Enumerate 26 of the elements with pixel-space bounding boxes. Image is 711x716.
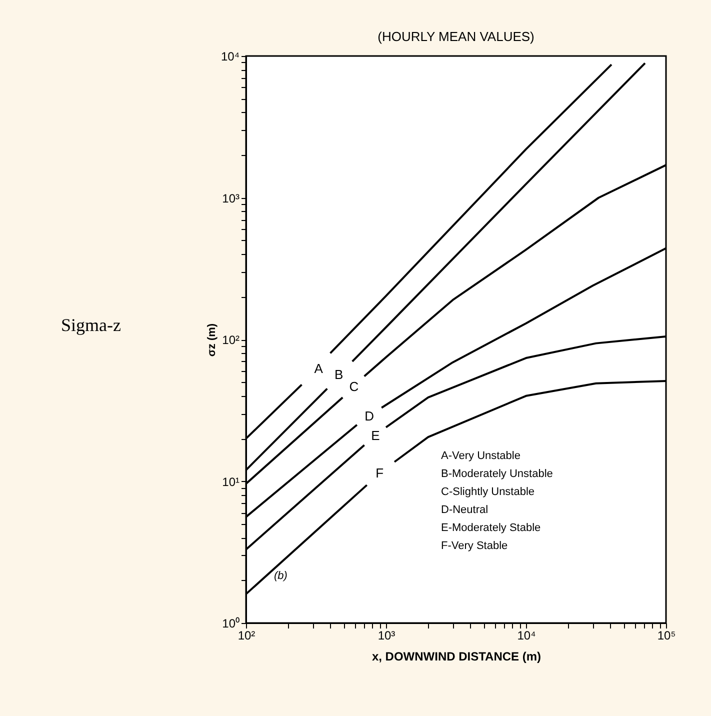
series-label: F xyxy=(376,465,384,480)
annotation: B-Moderately Unstable xyxy=(441,468,553,480)
x-axis-title: x, DOWNWIND DISTANCE (m) xyxy=(372,650,542,664)
y-tick-label: 10⁴ xyxy=(220,50,240,64)
y-tick-label: 10⁰ xyxy=(222,616,240,630)
y-axis-title: σz (m) xyxy=(206,323,218,357)
x-tick-label: 10⁵ xyxy=(657,628,676,642)
x-tick-label: 10⁴ xyxy=(517,628,536,642)
y-tick-label: 10¹ xyxy=(222,474,240,489)
annotation: A-Very Unstable xyxy=(441,450,520,462)
text: Sigma-z xyxy=(61,315,121,335)
x-tick-label: 10³ xyxy=(378,628,396,642)
series-label: A xyxy=(314,360,324,376)
annotation: (b) xyxy=(274,570,288,582)
annotation: C-Slightly Unstable xyxy=(441,486,535,498)
series-label: D xyxy=(364,408,374,424)
chart-title: (HOURLY MEAN VALUES) xyxy=(378,29,534,44)
annotation: E-Moderately Stable xyxy=(441,522,541,534)
annotation: F-Very Stable xyxy=(441,540,508,552)
series-label: B xyxy=(334,367,344,382)
x-tick-label: 10² xyxy=(238,628,256,642)
y-tick-label: 10³ xyxy=(222,191,240,206)
series-label: E xyxy=(371,428,380,444)
y-tick-label: 10² xyxy=(222,333,240,347)
annotation: D-Neutral xyxy=(441,504,488,516)
series-label: C xyxy=(349,378,359,394)
